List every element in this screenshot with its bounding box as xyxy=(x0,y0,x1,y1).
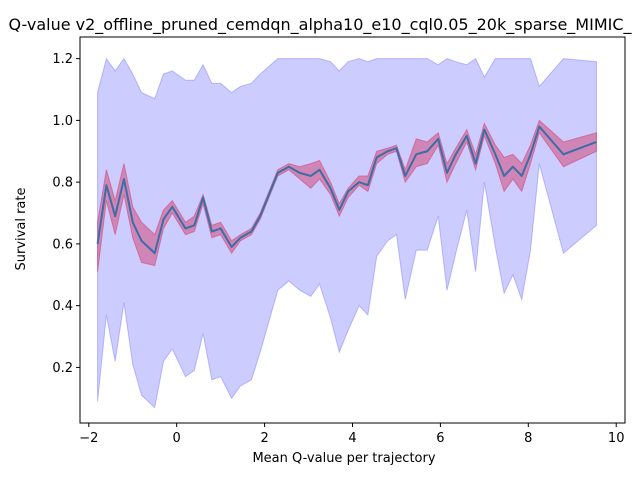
chart-title: Q-value v2_offline_pruned_cemdqn_alpha10… xyxy=(8,15,632,35)
confidence-bands xyxy=(97,57,597,409)
x-tick-label: 8 xyxy=(524,431,532,446)
outer-band xyxy=(97,57,597,409)
x-tick-label: 0 xyxy=(173,431,181,446)
x-tick-label: 10 xyxy=(608,431,625,446)
x-axis-label: Mean Q-value per trajectory xyxy=(252,451,435,466)
x-tick-label: 2 xyxy=(260,431,268,446)
y-tick-label: 1.2 xyxy=(52,52,73,67)
y-tick-label: 0.2 xyxy=(52,361,73,376)
y-axis-label: Survival rate xyxy=(14,188,29,271)
x-axis-ticks: −2 0 2 4 6 8 10 xyxy=(79,423,624,446)
y-tick-label: 0.6 xyxy=(52,237,73,252)
y-axis-ticks: 0.2 0.4 0.6 0.8 1.0 1.2 xyxy=(52,52,80,376)
y-tick-label: 1.0 xyxy=(52,114,73,129)
x-tick-label: −2 xyxy=(79,431,98,446)
y-tick-label: 0.8 xyxy=(52,176,73,191)
mean-line xyxy=(96,125,597,255)
y-tick-label: 0.4 xyxy=(52,299,73,314)
data-lines xyxy=(96,125,597,255)
x-tick-label: 6 xyxy=(436,431,444,446)
x-tick-label: 4 xyxy=(348,431,356,446)
